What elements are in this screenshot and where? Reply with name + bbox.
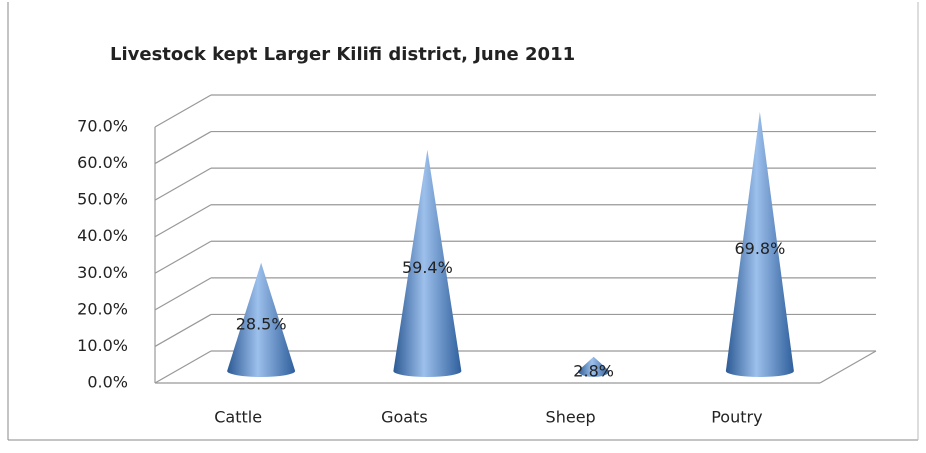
x-tick-label: Goats — [381, 408, 428, 427]
grid-line — [154, 350, 212, 384]
y-tick-label: 50.0% — [77, 190, 128, 209]
grid-line — [154, 277, 212, 311]
grid-line — [154, 313, 212, 347]
cone — [227, 262, 296, 377]
cone — [393, 149, 462, 377]
grid-line — [154, 94, 212, 128]
grid-line — [154, 167, 212, 201]
chart-title: Livestock kept Larger Kilifi district, J… — [110, 44, 575, 65]
data-label: 69.8% — [734, 239, 785, 258]
axis-line — [819, 350, 877, 384]
cone-body — [393, 149, 462, 377]
cone-body — [227, 262, 296, 377]
cone — [725, 111, 794, 377]
y-tick-label: 20.0% — [77, 299, 128, 318]
cone — [577, 356, 610, 377]
x-tick-label: Cattle — [214, 408, 262, 427]
data-label: 28.5% — [236, 314, 287, 333]
y-tick-label: 60.0% — [77, 153, 128, 172]
x-tick-label: Sheep — [546, 408, 596, 427]
y-tick-label: 40.0% — [77, 226, 128, 245]
data-label: 2.8% — [573, 361, 614, 380]
y-tick-label: 70.0% — [77, 117, 128, 136]
y-tick-label: 30.0% — [77, 263, 128, 282]
grid-line — [154, 204, 212, 238]
cone-body — [577, 356, 610, 377]
grid-line — [154, 240, 212, 274]
x-tick-label: Poutry — [711, 408, 762, 427]
data-label: 59.4% — [402, 258, 453, 277]
cone-body — [725, 111, 794, 377]
grid-line — [154, 131, 212, 165]
y-tick-label: 0.0% — [87, 373, 128, 392]
y-tick-label: 10.0% — [77, 336, 128, 355]
